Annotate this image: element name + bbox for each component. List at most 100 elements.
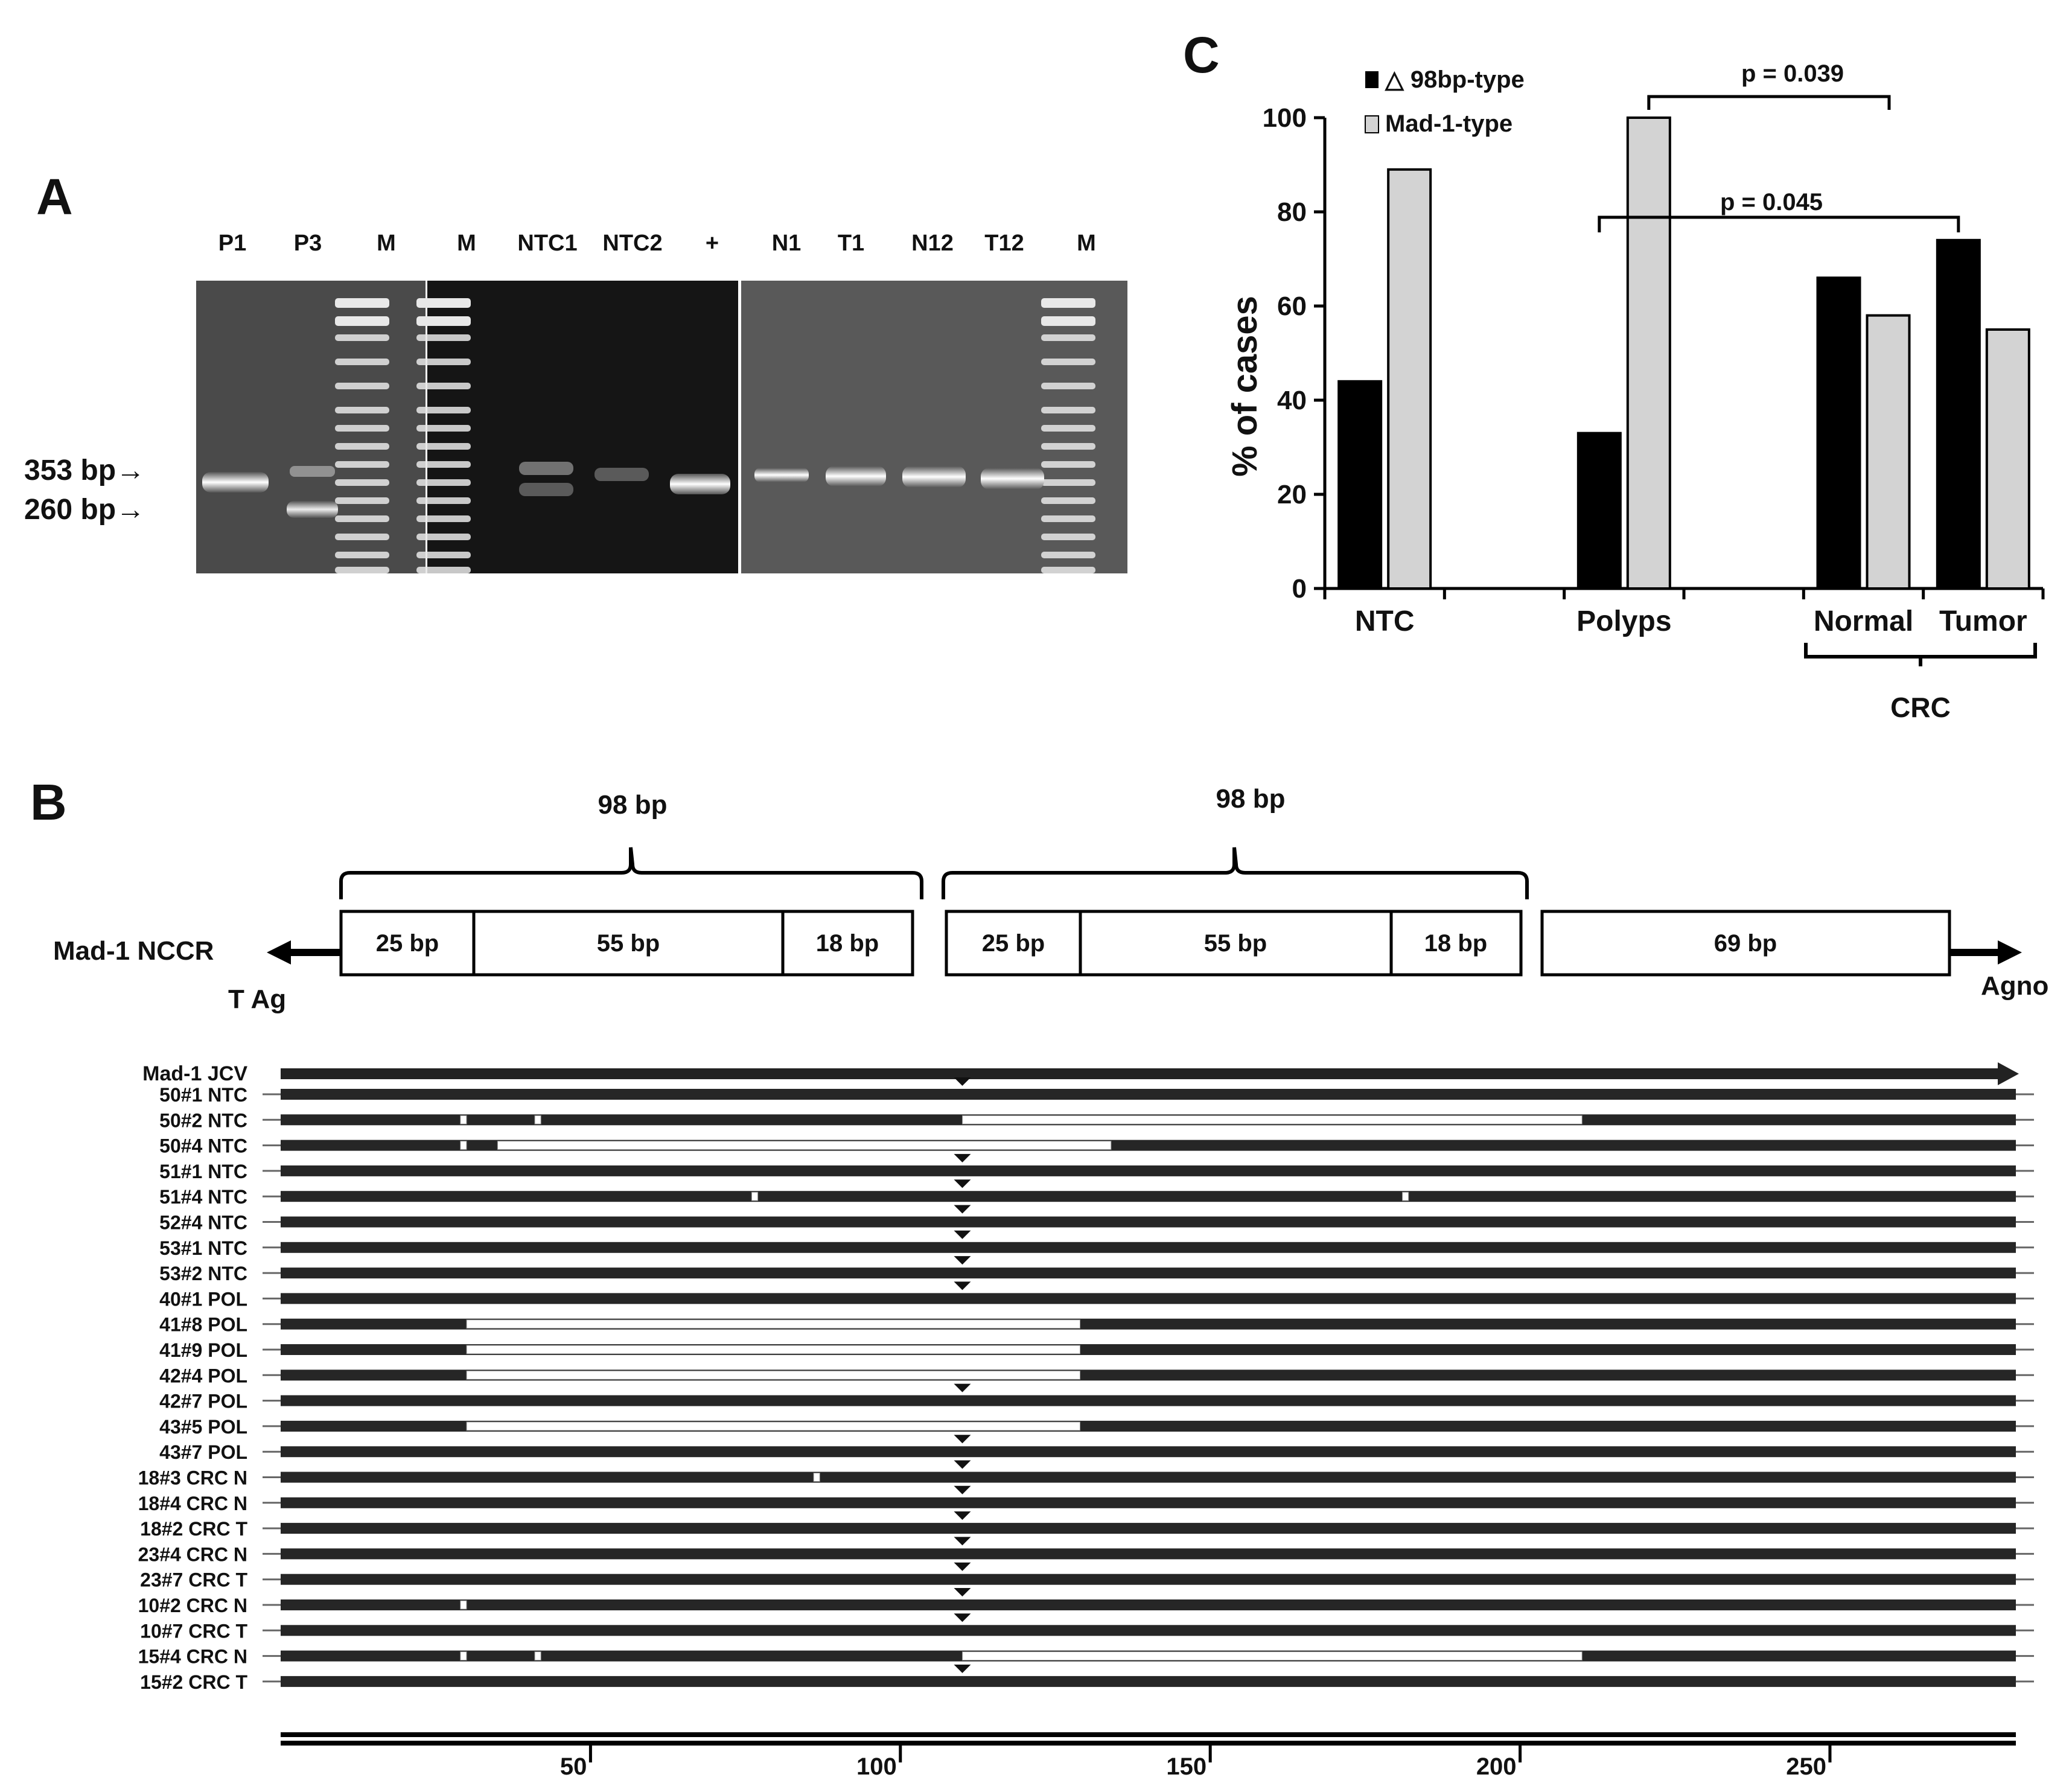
row-bar xyxy=(281,1523,2016,1534)
y-axis-label: % of cases xyxy=(1225,296,1264,477)
x-tick-label: NTC xyxy=(1355,605,1415,637)
gel-lane-label: M xyxy=(457,231,476,256)
gel-lane-label: P3 xyxy=(294,231,322,256)
ladder-band xyxy=(1041,316,1095,326)
ladder-band xyxy=(1041,552,1095,558)
row-bar xyxy=(281,1216,2016,1228)
row-label: 10#7 CRC T xyxy=(140,1620,247,1642)
nccr-block-label: 55 bp xyxy=(597,930,660,957)
crc-group-label: CRC xyxy=(1890,692,1951,723)
row-bar xyxy=(281,1191,2016,1202)
row-bar xyxy=(281,1676,2016,1687)
gel-band xyxy=(290,466,335,477)
deletion-gap xyxy=(466,1345,1081,1354)
ladder-band xyxy=(1041,359,1095,365)
legend-swatch-98bp xyxy=(1365,71,1379,88)
ladder-band xyxy=(335,479,389,486)
row-bar xyxy=(281,1625,2016,1636)
ladder-band xyxy=(1041,479,1095,486)
row-label: 43#5 POL xyxy=(159,1416,247,1438)
y-tick-label: 80 xyxy=(1277,197,1307,227)
t-ag-arrow xyxy=(267,940,341,965)
ladder-band xyxy=(335,383,389,389)
row-bar xyxy=(281,1497,2016,1508)
ladder-band xyxy=(416,383,471,389)
gel-band xyxy=(826,466,886,486)
insertion-marker xyxy=(954,1485,971,1494)
row-label: 43#7 POL xyxy=(159,1441,247,1463)
deletion-gap xyxy=(460,1141,467,1150)
ladder-band xyxy=(416,407,471,413)
nccr-block-label: 18 bp xyxy=(1424,930,1487,957)
reference-label: Mad-1 JCV xyxy=(142,1062,247,1085)
axis-bar-bottom xyxy=(281,1741,2016,1746)
alignment-axis: 50 100 150 200 250 xyxy=(281,1732,2016,1780)
nccr-block-18bp xyxy=(781,910,914,977)
deletion-gap xyxy=(961,1651,1583,1661)
x-tick-label: Polyps xyxy=(1576,605,1671,637)
deletion-gap xyxy=(466,1370,1081,1380)
axis-tick-label: 100 xyxy=(856,1753,897,1780)
ladder-band xyxy=(416,552,471,558)
ladder-band xyxy=(335,461,389,468)
gel-lane-label: NTC1 xyxy=(517,231,577,256)
axis-tick-label: 200 xyxy=(1476,1753,1517,1780)
deletion-gap xyxy=(460,1600,467,1610)
gel-segment-1 xyxy=(196,281,426,573)
y-tick-label: 100 xyxy=(1263,103,1307,133)
ladder-band xyxy=(1041,425,1095,432)
bar xyxy=(1985,328,2030,590)
ladder-band xyxy=(335,425,389,432)
ladder-band xyxy=(335,298,389,308)
axis-bar-top xyxy=(281,1732,2016,1737)
gel-band xyxy=(902,466,966,488)
annotation-p-0045: p = 0.045 xyxy=(1720,189,1823,215)
deletion-gap xyxy=(961,1115,1583,1124)
insertion-marker xyxy=(954,1588,971,1596)
legend-label-mad1: Mad-1-type xyxy=(1385,110,1513,137)
bar xyxy=(1866,314,1911,590)
ladder-band xyxy=(1041,461,1095,468)
ladder-band xyxy=(335,497,389,504)
gel-lane-label: N12 xyxy=(911,231,954,256)
row-label: 10#2 CRC N xyxy=(138,1595,247,1616)
legend-swatch-mad1 xyxy=(1365,115,1379,133)
ladder-band xyxy=(416,298,471,308)
y-tick-label: 60 xyxy=(1277,292,1307,321)
nccr-block-label: 55 bp xyxy=(1204,930,1267,957)
bar xyxy=(1936,238,1981,590)
gel-lane-labels: P1 P3 M M NTC1 NTC2 + N1 T1 N12 T12 M xyxy=(218,231,1096,256)
row-label: 41#9 POL xyxy=(159,1339,247,1361)
bracket-p-0039 xyxy=(1647,95,1891,110)
repeat-brace-1 xyxy=(339,847,923,899)
axis-tick-label: 150 xyxy=(1166,1753,1207,1780)
alignment-rows: 50#1 NTC 50#2 NTC 50#4 NTC 51#1 NTC 51#4 NTC… xyxy=(138,1077,2034,1693)
row-label: 23#4 CRC N xyxy=(138,1543,247,1565)
gel-lane-label: + xyxy=(706,231,719,256)
ladder-band xyxy=(416,461,471,468)
row-label: 52#4 NTC xyxy=(159,1212,247,1234)
row-bar xyxy=(281,1472,2016,1483)
nccr-block-label: 18 bp xyxy=(816,930,879,957)
nccr-block-label: 25 bp xyxy=(982,930,1045,957)
ladder-band xyxy=(416,479,471,486)
nccr-block-label: 69 bp xyxy=(1714,930,1777,957)
ladder-band xyxy=(416,334,471,341)
size-label-353: 353 bp→ xyxy=(24,454,145,486)
row-label: 50#1 NTC xyxy=(159,1084,247,1106)
row-label: 18#2 CRC T xyxy=(140,1518,247,1540)
row-label: 15#2 CRC T xyxy=(140,1671,247,1693)
insertion-marker xyxy=(954,1179,971,1188)
row-label: 18#4 CRC N xyxy=(138,1493,247,1514)
agno-arrow xyxy=(1949,940,2022,965)
size-label-260: 260 bp→ xyxy=(24,494,145,526)
row-label: 15#4 CRC N xyxy=(138,1646,247,1668)
insertion-marker xyxy=(954,1383,971,1392)
sequence-alignment: Mad-1 JCV 50#1 NTC 50#2 NTC 50#4 NTC 51#1 N… xyxy=(138,1062,2034,1780)
insertion-marker xyxy=(954,1613,971,1622)
row-bar xyxy=(281,1395,2016,1406)
row-bar xyxy=(281,1446,2016,1458)
deletion-gap xyxy=(466,1421,1081,1431)
deletion-gap xyxy=(751,1191,759,1201)
